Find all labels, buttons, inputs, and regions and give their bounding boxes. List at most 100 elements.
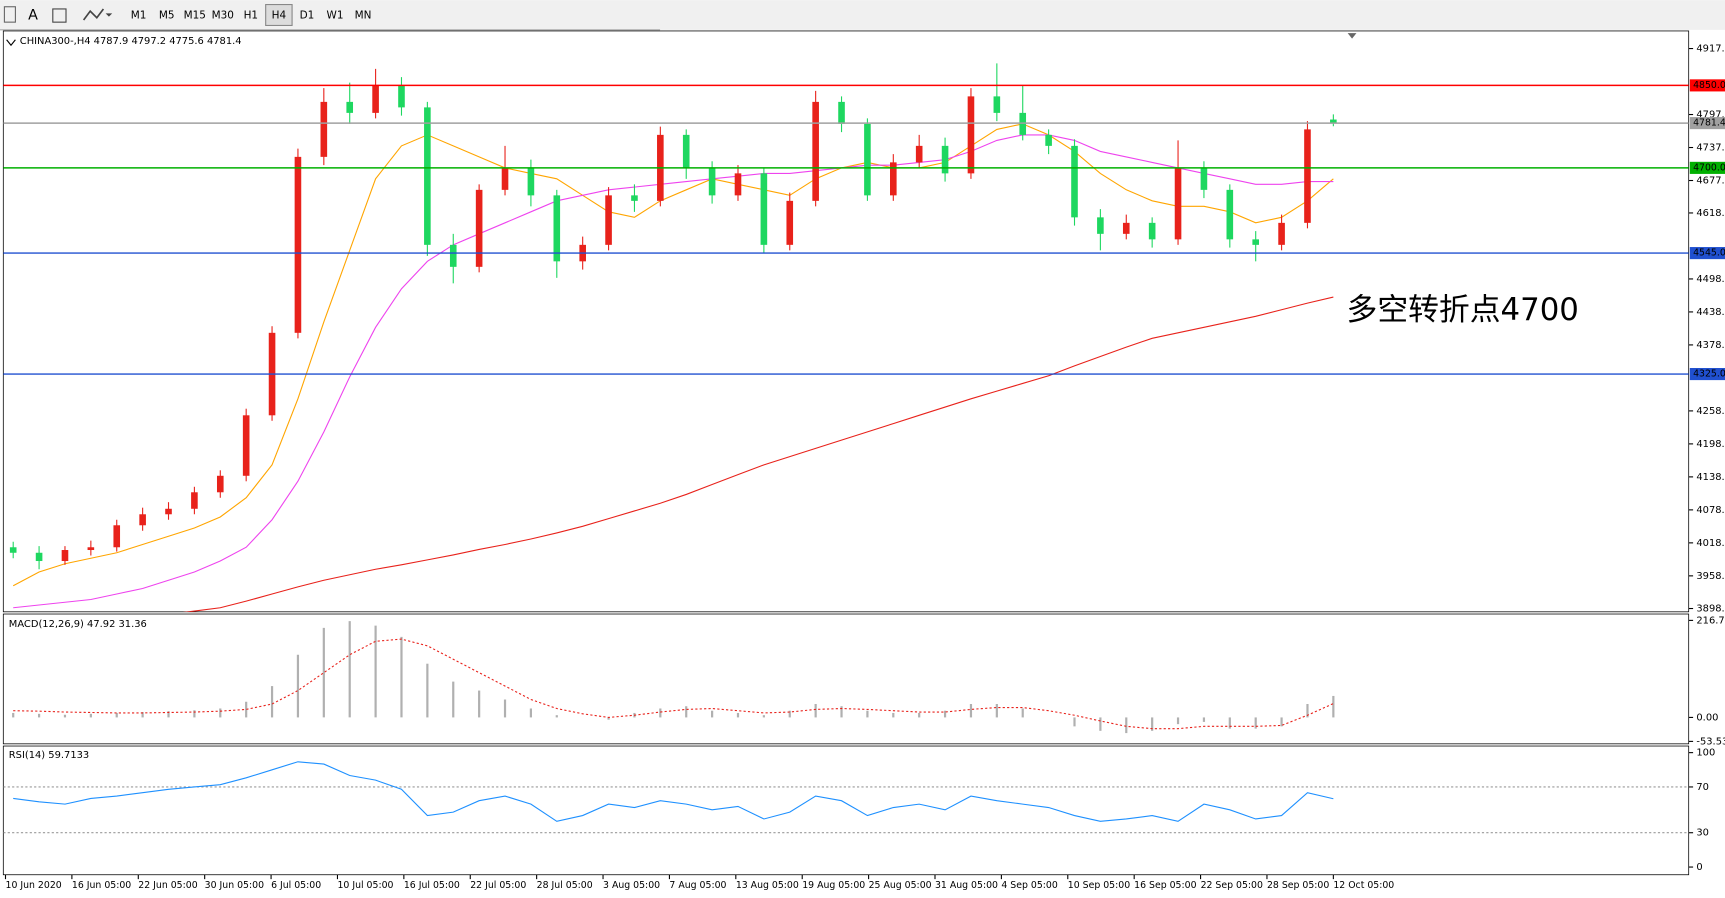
x-tick-label: 16 Jul 05:00 (404, 880, 460, 891)
candle-body (216, 475, 224, 493)
y-tick-label: 4138.0 (1696, 472, 1725, 483)
timeframe-button[interactable] (265, 3, 293, 27)
candle-body (242, 415, 250, 476)
level-label: 4545.0 (1693, 248, 1725, 259)
timeframe-label[interactable]: H4 (272, 10, 287, 22)
candle-body (424, 107, 431, 245)
candle-body (139, 514, 146, 526)
x-tick-label: 4 Sep 05:00 (1001, 880, 1057, 891)
y-tick-label: 4917.0 (1696, 44, 1725, 55)
candle-body (372, 85, 379, 113)
candle-body (1278, 222, 1285, 245)
rsi-tick-label: 30 (1696, 828, 1709, 839)
level-tag (1689, 117, 1725, 130)
y-tick-label: 3898.6 (1696, 604, 1725, 615)
x-tick-label: 12 Oct 05:00 (1333, 880, 1394, 891)
y-tick-label: 4797.0 (1696, 110, 1725, 121)
x-tick-label: 13 Aug 05:00 (736, 880, 799, 891)
candle-body (708, 167, 716, 196)
objects-tool[interactable] (82, 8, 105, 21)
main-panel (2, 30, 1690, 613)
timeframe-label[interactable]: D1 (300, 10, 315, 22)
candle-body (87, 547, 95, 551)
timeframe-button[interactable] (293, 4, 321, 26)
rsi-label: RSI(14) 59.7133 (9, 750, 89, 761)
x-tick-label: 10 Jun 2020 (6, 880, 62, 891)
macd-tick-label: 0.00 (1696, 712, 1718, 723)
timeframe-button[interactable] (237, 4, 265, 26)
x-tick-label: 30 Jun 05:00 (205, 880, 264, 891)
annotation: 多空转折点4700 (1347, 292, 1579, 328)
candle-body (890, 162, 897, 196)
candle-body (605, 195, 612, 245)
x-tick-label: 28 Jul 05:00 (537, 880, 593, 891)
x-tick-label: 19 Aug 05:00 (802, 880, 865, 891)
rsi-tick-label: 0 (1696, 862, 1702, 873)
text-tool[interactable] (52, 8, 67, 23)
candle-body (1200, 167, 1208, 190)
candle-body (449, 244, 457, 267)
svg-text:A: A (28, 8, 38, 24)
timeframe-label[interactable]: M15 (184, 10, 206, 22)
timeframe-label[interactable]: MN (355, 10, 372, 22)
candle-body (967, 96, 975, 174)
level-tag (1689, 247, 1725, 260)
y-tick-label: 4258.0 (1696, 406, 1725, 417)
x-tick-label: 6 Jul 05:00 (271, 880, 321, 891)
candle-body (1174, 167, 1182, 240)
y-tick-label: 4677.0 (1696, 176, 1725, 187)
candle-body (61, 550, 69, 562)
level-label: 4781.4 (1693, 118, 1725, 129)
candle-body (786, 200, 794, 245)
candle-body (191, 492, 198, 509)
timeframe-button[interactable] (321, 4, 349, 26)
x-tick-label: 22 Sep 05:00 (1201, 880, 1263, 891)
candle-body (941, 145, 949, 174)
candle-body (1330, 119, 1337, 124)
level-label: 4325.0 (1693, 369, 1725, 380)
rsi-panel (2, 745, 1690, 876)
y-tick-label: 4018.0 (1696, 538, 1725, 549)
timeframe-button[interactable] (209, 4, 236, 26)
candle-body (760, 173, 768, 245)
y-tick-label: 4438.0 (1696, 307, 1725, 318)
y-tick-label: 3958.0 (1696, 571, 1725, 582)
candle-body (475, 189, 483, 267)
timeframe-button[interactable] (153, 4, 180, 26)
candle-body (1226, 189, 1234, 240)
timeframe-button[interactable] (181, 4, 208, 26)
candle-body (1045, 134, 1052, 146)
x-tick-label: 3 Aug 05:00 (603, 880, 660, 891)
candle-body (294, 156, 302, 333)
candle-body (734, 173, 742, 196)
x-tick-label: 28 Sep 05:00 (1267, 880, 1329, 891)
level-label: 4700.0 (1693, 162, 1725, 173)
candle-body (113, 525, 121, 548)
rsi-line (13, 761, 1334, 822)
candle-body (682, 134, 690, 168)
x-tick-label: 7 Aug 05:00 (669, 880, 726, 891)
candle-body (9, 547, 17, 553)
x-tick-label: 10 Sep 05:00 (1068, 880, 1130, 891)
toolbar-icons: A (3, 6, 113, 24)
rsi-tick-label: 70 (1696, 782, 1709, 793)
x-tick-label: 31 Aug 05:00 (935, 880, 998, 891)
candle-body (1097, 217, 1104, 234)
timeframe-label[interactable]: M5 (159, 10, 175, 22)
timeframe-label[interactable]: W1 (327, 10, 344, 22)
macd-signal (13, 638, 1334, 730)
timeframe-label[interactable]: M1 (131, 10, 147, 22)
candle-body (1252, 239, 1259, 245)
candle-body (346, 101, 354, 113)
timeframe-button[interactable] (349, 4, 377, 26)
candle-body (915, 145, 923, 163)
timeframe-button[interactable] (125, 4, 152, 26)
x-tick-label: 16 Sep 05:00 (1134, 880, 1196, 891)
level-tag (1689, 79, 1725, 92)
y-tick-label: 4498.0 (1696, 274, 1725, 285)
timeframe-label[interactable]: H1 (244, 10, 258, 22)
timeframe-label[interactable]: M30 (212, 10, 234, 22)
y-tick-label: 4378.0 (1696, 340, 1725, 351)
